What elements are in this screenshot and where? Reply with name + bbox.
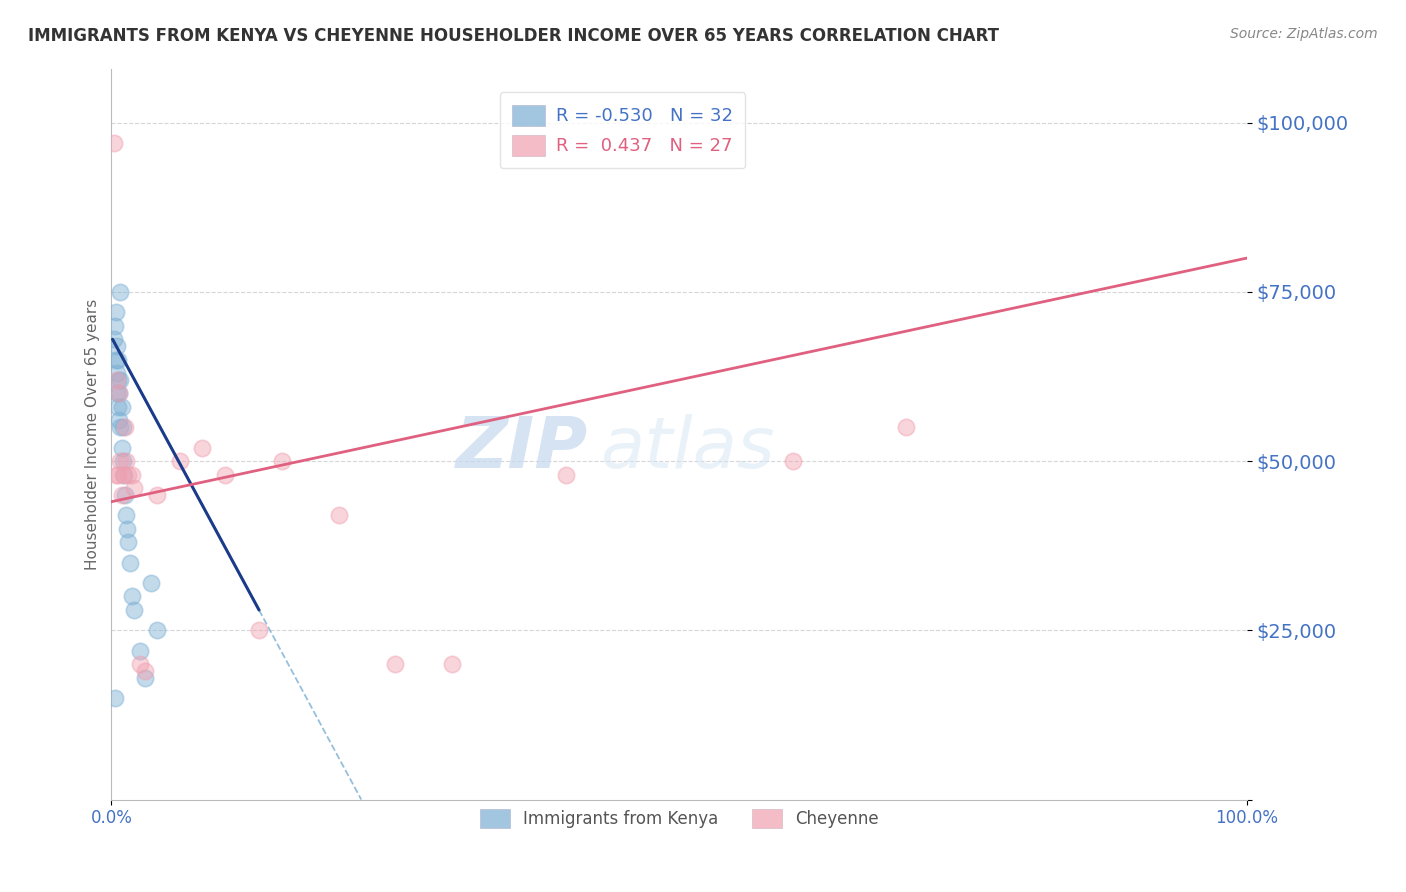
Text: atlas: atlas (600, 414, 775, 483)
Point (107, 373, 129, 387)
Point (141, 576, 163, 591)
Point (104, 305, 127, 319)
Point (110, 373, 132, 387)
Point (191, 441, 214, 455)
Point (146, 488, 169, 502)
Point (134, 664, 156, 678)
Point (146, 624, 169, 638)
Point (108, 413, 131, 427)
Point (114, 488, 136, 502)
Point (108, 386, 131, 401)
Point (134, 671, 156, 685)
Point (270, 454, 292, 468)
Point (328, 508, 350, 523)
Point (384, 657, 406, 672)
Point (441, 657, 464, 672)
Point (110, 285, 132, 299)
Point (115, 508, 138, 523)
Point (247, 624, 270, 638)
Point (117, 535, 139, 549)
Text: IMMIGRANTS FROM KENYA VS CHEYENNE HOUSEHOLDER INCOME OVER 65 YEARS CORRELATION C: IMMIGRANTS FROM KENYA VS CHEYENNE HOUSEH… (28, 27, 1000, 45)
Point (107, 467, 129, 482)
Point (107, 400, 129, 414)
Point (108, 386, 131, 401)
Point (104, 318, 127, 333)
Point (128, 657, 150, 672)
Point (104, 467, 127, 482)
Point (112, 467, 135, 482)
Text: ZIP: ZIP (456, 414, 588, 483)
Point (114, 420, 136, 434)
Point (110, 420, 132, 434)
Point (105, 366, 128, 380)
Point (107, 352, 129, 367)
Point (105, 373, 128, 387)
Point (118, 556, 141, 570)
Point (104, 691, 127, 706)
Point (121, 590, 143, 604)
Point (103, 332, 125, 346)
Point (169, 454, 191, 468)
Point (782, 454, 804, 468)
Point (104, 352, 127, 367)
Y-axis label: Householder Income Over 65 years: Householder Income Over 65 years (86, 299, 100, 570)
Point (111, 488, 134, 502)
Point (111, 420, 134, 434)
Point (128, 643, 150, 657)
Point (896, 420, 918, 434)
Point (115, 454, 138, 468)
Point (111, 467, 134, 482)
Point (117, 467, 139, 482)
Point (103, 136, 125, 150)
Point (214, 467, 236, 482)
Text: Source: ZipAtlas.com: Source: ZipAtlas.com (1230, 27, 1378, 41)
Point (554, 467, 576, 482)
Point (105, 386, 128, 401)
Point (122, 481, 145, 495)
Point (122, 603, 145, 617)
Point (117, 522, 139, 536)
Legend: Immigrants from Kenya, Cheyenne: Immigrants from Kenya, Cheyenne (472, 803, 886, 835)
Point (111, 441, 134, 455)
Point (110, 454, 132, 468)
Point (111, 454, 134, 468)
Point (105, 339, 128, 353)
Point (121, 467, 143, 482)
Point (111, 400, 134, 414)
